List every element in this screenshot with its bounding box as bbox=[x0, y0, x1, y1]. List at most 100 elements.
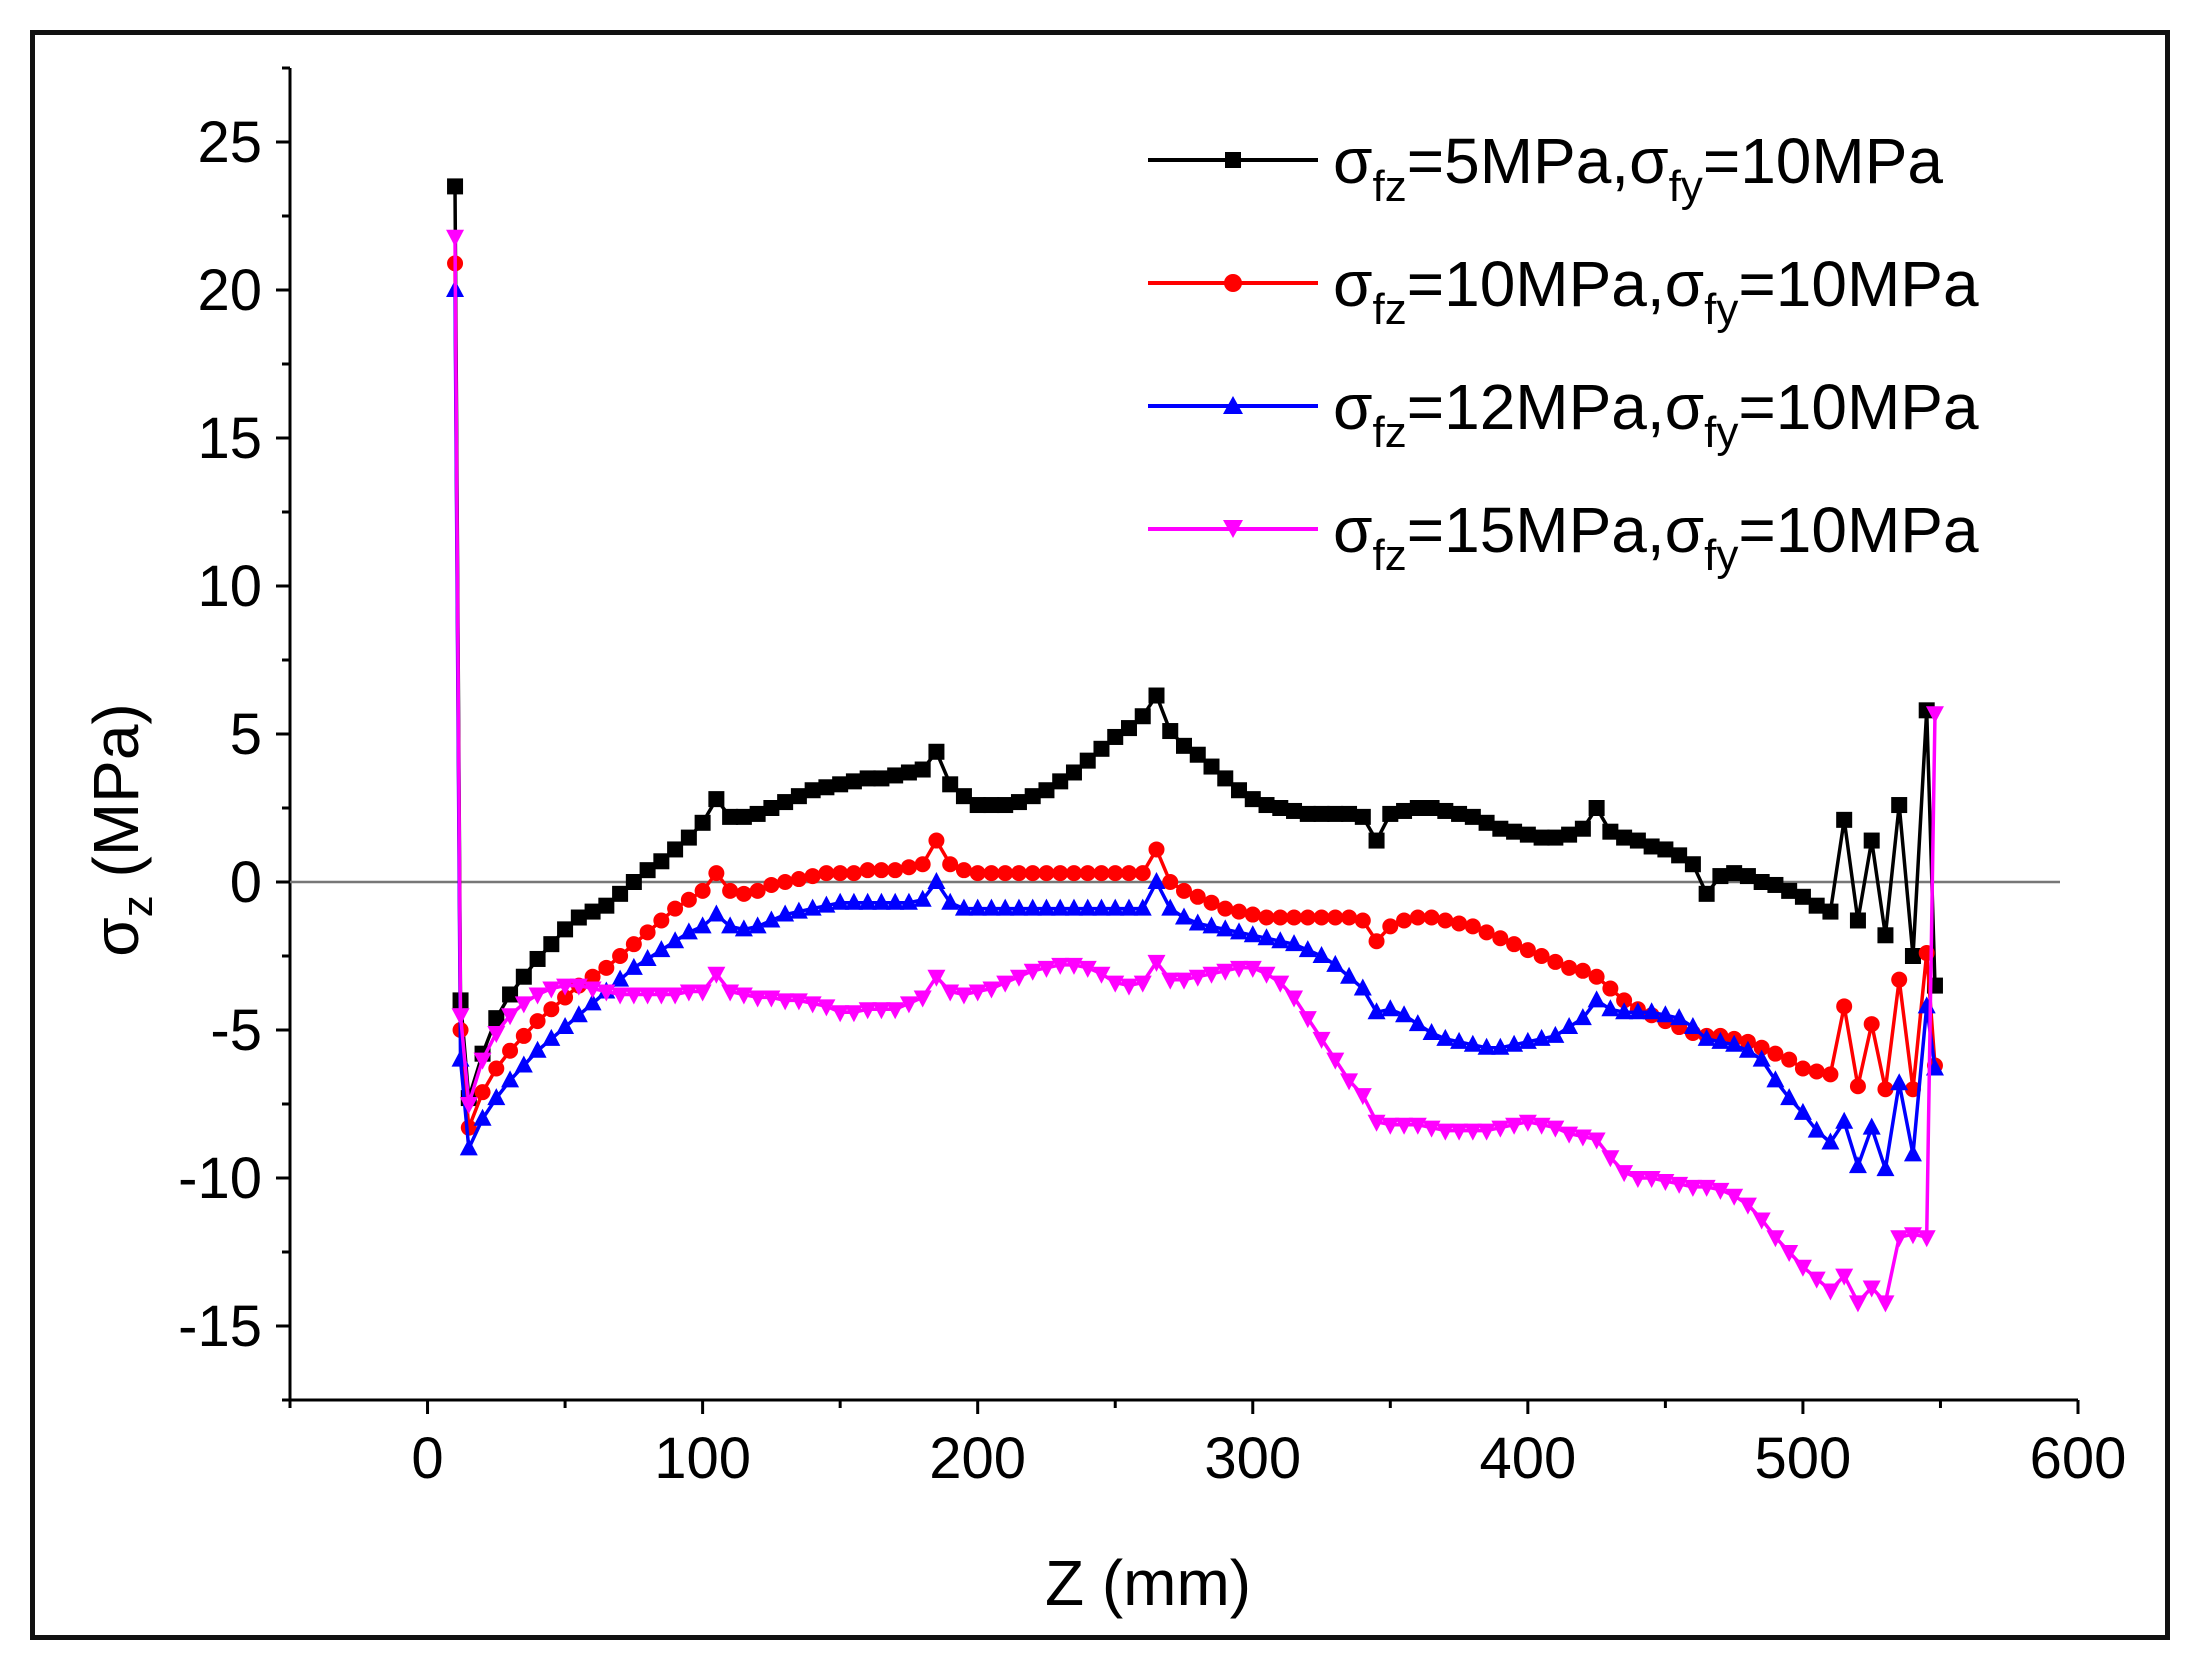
legend-marker-2 bbox=[1224, 274, 1242, 292]
data-point bbox=[1341, 909, 1358, 926]
data-point bbox=[1093, 740, 1110, 757]
data-point bbox=[832, 776, 849, 793]
data-point bbox=[1821, 1132, 1840, 1150]
data-point bbox=[1298, 940, 1317, 958]
data-point bbox=[1533, 829, 1550, 846]
data-point bbox=[624, 957, 643, 975]
data-point bbox=[693, 916, 712, 934]
data-point bbox=[611, 987, 630, 1005]
data-point bbox=[459, 1097, 478, 1114]
data-point bbox=[1602, 823, 1619, 840]
data-point bbox=[1588, 968, 1605, 985]
data-point bbox=[1134, 708, 1151, 725]
data-point bbox=[997, 797, 1014, 814]
data-point bbox=[707, 904, 726, 922]
data-point bbox=[1849, 1078, 1866, 1095]
data-point bbox=[1753, 1039, 1770, 1056]
data-point bbox=[612, 885, 629, 902]
data-point bbox=[1064, 898, 1083, 916]
series-group bbox=[446, 178, 1944, 1313]
data-point bbox=[1381, 1117, 1400, 1135]
data-point bbox=[1244, 906, 1261, 923]
data-point bbox=[501, 1008, 520, 1026]
data-point bbox=[1738, 1197, 1757, 1215]
data-point bbox=[1711, 1182, 1730, 1200]
data-point bbox=[474, 1084, 491, 1101]
data-point bbox=[1821, 1283, 1840, 1301]
data-point bbox=[514, 1055, 533, 1073]
data-point bbox=[913, 889, 932, 907]
data-point bbox=[1587, 1132, 1606, 1150]
legend-label-2: σfz=10MPa,σfy=10MPa bbox=[1333, 248, 1979, 334]
data-point bbox=[1793, 1102, 1812, 1120]
data-point bbox=[873, 770, 890, 787]
data-point bbox=[1492, 930, 1509, 947]
data-point bbox=[996, 898, 1015, 916]
data-point bbox=[1697, 1028, 1716, 1046]
data-point bbox=[1037, 898, 1056, 916]
y-axis-title-symbol: σ bbox=[80, 917, 152, 957]
data-point bbox=[459, 1138, 478, 1156]
data-point bbox=[1781, 1051, 1798, 1068]
data-point bbox=[1216, 963, 1235, 981]
data-point bbox=[1244, 791, 1261, 808]
data-point bbox=[1506, 823, 1523, 840]
data-point bbox=[1519, 826, 1536, 843]
data-point bbox=[1862, 1280, 1881, 1298]
data-point bbox=[886, 892, 905, 910]
data-point bbox=[1629, 832, 1646, 849]
data-point bbox=[858, 1002, 877, 1020]
data-point bbox=[1670, 1176, 1689, 1194]
data-point bbox=[1532, 1028, 1551, 1046]
data-point bbox=[873, 862, 890, 879]
data-point bbox=[1561, 959, 1578, 976]
data-point bbox=[1836, 998, 1853, 1015]
data-point bbox=[598, 897, 615, 914]
legend: σfz=5MPa,σfy=10MPa σfz=10MPa,σfy=10MPa σ… bbox=[1148, 125, 1979, 580]
data-point bbox=[722, 882, 739, 899]
data-point bbox=[817, 895, 836, 913]
data-point bbox=[845, 773, 862, 790]
data-point bbox=[763, 800, 780, 816]
data-point bbox=[790, 788, 807, 805]
data-point bbox=[983, 865, 1000, 882]
data-point bbox=[1862, 1117, 1881, 1135]
data-point bbox=[1904, 948, 1921, 964]
data-point bbox=[900, 764, 917, 781]
data-point bbox=[1437, 802, 1454, 819]
data-point bbox=[1891, 971, 1908, 988]
data-point bbox=[1588, 800, 1605, 816]
data-point bbox=[968, 898, 987, 916]
data-point bbox=[1505, 1034, 1524, 1052]
data-point bbox=[502, 986, 519, 1003]
data-point bbox=[1780, 1088, 1799, 1106]
data-point bbox=[1368, 933, 1385, 950]
data-point bbox=[667, 841, 684, 858]
data-point bbox=[887, 767, 904, 784]
data-point bbox=[639, 924, 656, 941]
data-point bbox=[1079, 865, 1096, 882]
data-point bbox=[624, 987, 643, 1005]
data-point bbox=[569, 1005, 588, 1023]
data-point bbox=[942, 856, 959, 873]
data-point bbox=[817, 999, 836, 1017]
data-point bbox=[1574, 962, 1591, 979]
data-point bbox=[1272, 909, 1289, 926]
data-point bbox=[1119, 978, 1138, 996]
data-point bbox=[666, 987, 685, 1005]
data-point bbox=[1656, 1005, 1675, 1023]
data-point bbox=[1752, 1212, 1771, 1230]
data-point bbox=[1711, 1031, 1730, 1049]
data-point bbox=[679, 984, 698, 1002]
y-axis-title-unit: (MPa) bbox=[80, 703, 152, 895]
data-point bbox=[1340, 1073, 1359, 1091]
data-point bbox=[1298, 1011, 1317, 1029]
data-point bbox=[1573, 1129, 1592, 1147]
data-point bbox=[1051, 957, 1070, 975]
data-point bbox=[1217, 900, 1234, 917]
data-point bbox=[1396, 912, 1413, 929]
series-line-4 bbox=[453, 236, 1937, 1305]
legend-label-4: σfz=15MPa,σfy=10MPa bbox=[1333, 494, 1979, 580]
data-point bbox=[1423, 909, 1440, 926]
data-point bbox=[928, 743, 945, 760]
